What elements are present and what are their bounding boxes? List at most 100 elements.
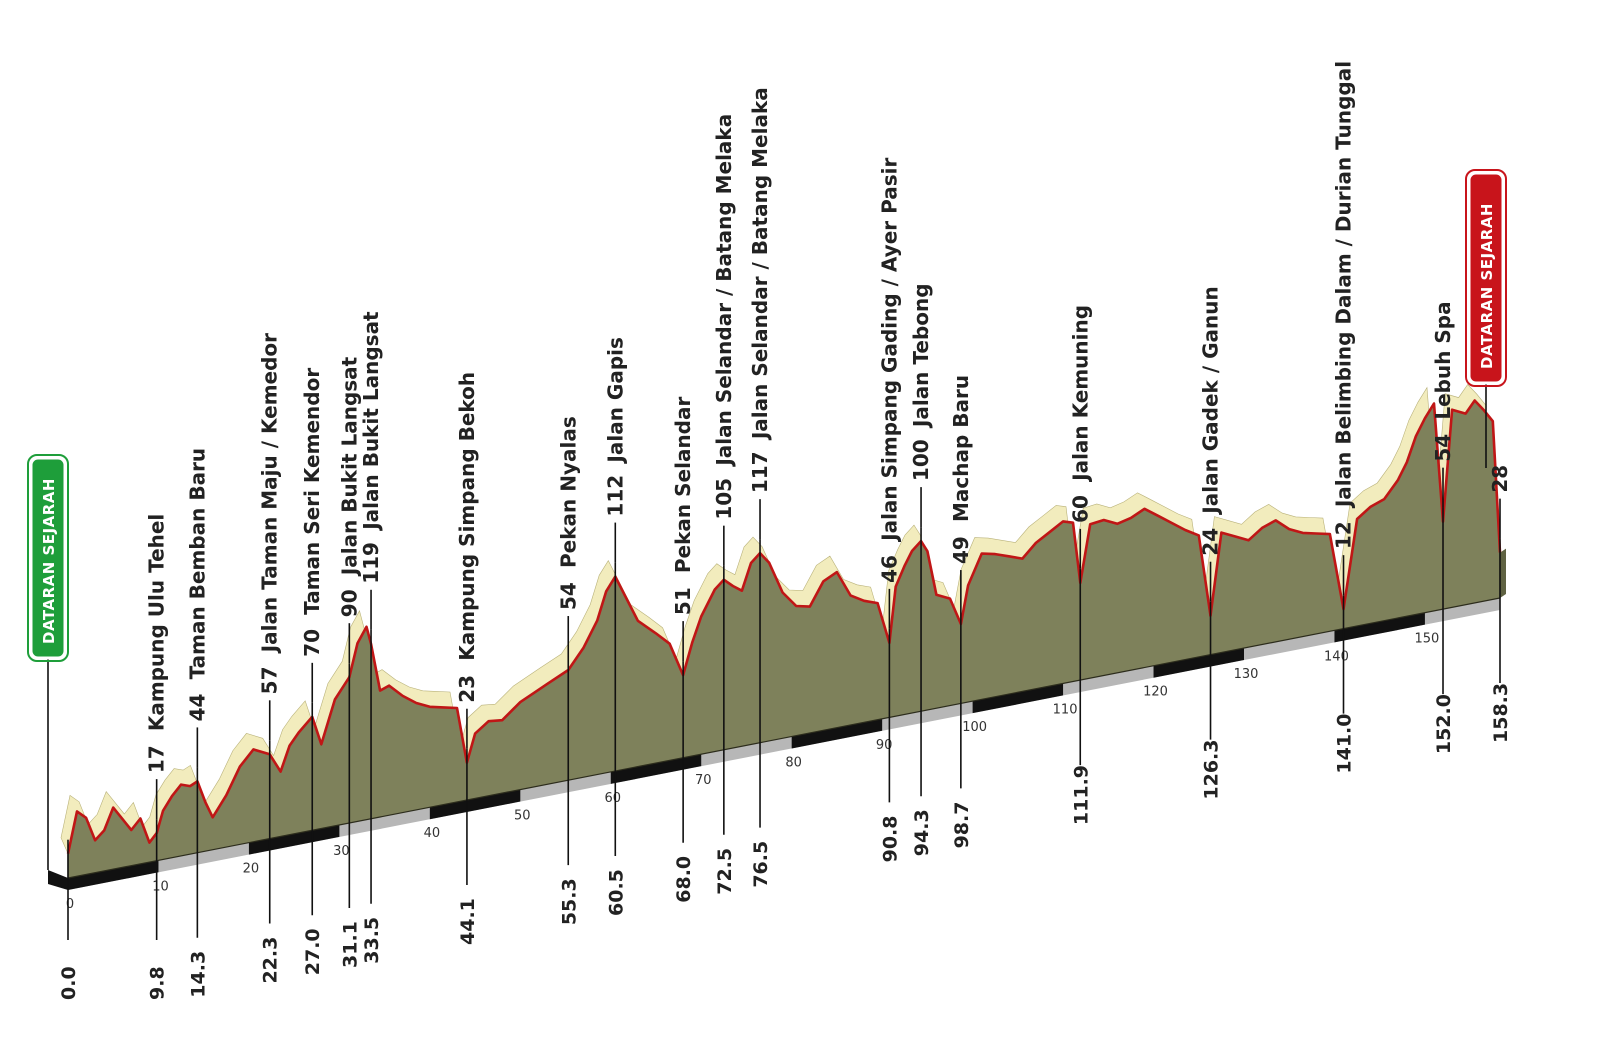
km-label: 68.0 bbox=[673, 856, 695, 903]
km-label: 14.3 bbox=[187, 951, 209, 998]
place-name-label: Jalan Gadek / Ganun bbox=[1199, 286, 1223, 515]
altitude-label: 60 bbox=[1068, 495, 1092, 523]
road-band bbox=[68, 598, 1500, 890]
km-label: 31.1 bbox=[339, 921, 361, 968]
altitude-label: 119 bbox=[359, 542, 383, 584]
tick-label: 150 bbox=[1415, 632, 1440, 647]
km-label: 55.3 bbox=[558, 878, 580, 925]
tick-label: 100 bbox=[962, 720, 987, 735]
place-name-label: Jalan Gapis bbox=[603, 337, 627, 464]
road-start-cap bbox=[48, 870, 68, 890]
km-label: 72.5 bbox=[714, 848, 736, 895]
finish-badge-shape bbox=[1467, 171, 1505, 385]
altitude-label: 54 bbox=[556, 582, 580, 610]
km-label: 90.8 bbox=[879, 816, 901, 863]
finish-badge-label: DATARAN SEJARAH bbox=[1478, 203, 1496, 369]
road-segment-dark bbox=[68, 860, 159, 890]
km-label: 98.7 bbox=[951, 802, 973, 849]
tick-label: 130 bbox=[1234, 667, 1259, 682]
place-name-label: Jalan Taman Maju / Kemedor bbox=[258, 333, 282, 654]
place-name-label: Kampung Ulu Tehel bbox=[145, 514, 169, 731]
profile-end-cap bbox=[1500, 548, 1506, 598]
waypoint-leaders bbox=[47, 383, 1501, 940]
profile-front-face bbox=[67, 399, 1501, 879]
altitude-label: 117 bbox=[748, 451, 772, 493]
altitude-label: 23 bbox=[455, 675, 479, 703]
road-segment-dark bbox=[1153, 648, 1244, 678]
finish-badge: DATARAN SEJARAH bbox=[1465, 169, 1507, 387]
finish-badge-outline bbox=[1465, 169, 1507, 387]
tick-label: 50 bbox=[514, 809, 531, 824]
road-segment-dark bbox=[1334, 612, 1425, 643]
place-name-label: Jalan Kemuning bbox=[1068, 305, 1092, 483]
place-name-label: Jalan Tebong bbox=[909, 283, 933, 429]
km-label: 9.8 bbox=[147, 966, 169, 1000]
km-label: 141.0 bbox=[1334, 713, 1356, 773]
km-label: 0.0 bbox=[58, 966, 80, 1000]
tick-label: 90 bbox=[876, 738, 893, 753]
km-label: 44.1 bbox=[457, 898, 479, 945]
altitude-label: 28 bbox=[1488, 465, 1512, 493]
place-name-label: Jalan Bukit Langsat bbox=[359, 311, 383, 532]
place-name-label: Pekan Selandar bbox=[671, 397, 695, 574]
start-badge-outline bbox=[27, 454, 69, 662]
tick-label: 0 bbox=[66, 897, 74, 912]
altitude-label: 46 bbox=[877, 555, 901, 583]
place-name-label: Lebuh Spa bbox=[1431, 301, 1455, 419]
start-finish-badges: DATARAN SEJARAH DATARAN SEJARAH bbox=[27, 169, 1507, 662]
place-name-label: Machap Baru bbox=[949, 375, 973, 522]
place-name-label: Kampung Simpang Bekoh bbox=[455, 372, 479, 661]
altitude-label: 54 bbox=[1431, 434, 1455, 462]
km-label: 22.3 bbox=[260, 937, 282, 984]
place-name-label: Jalan Selandar / Batang Melaka bbox=[712, 114, 736, 468]
place-name-label: Jalan Bukit Langsat bbox=[337, 356, 361, 577]
km-label: 76.5 bbox=[750, 841, 772, 888]
road-segment-dark bbox=[429, 789, 521, 820]
tick-label: 60 bbox=[604, 791, 621, 806]
altitude-label: 90 bbox=[337, 589, 361, 617]
altitude-label: 51 bbox=[671, 587, 695, 615]
distance-ticks: 0 10 20 30 40 50 60 70 80 90 100 110 120 130 140 150 bbox=[66, 632, 1439, 912]
profile-base bbox=[48, 598, 1500, 890]
tick-label: 120 bbox=[1143, 685, 1168, 700]
start-badge-shape bbox=[29, 456, 67, 660]
altitude-label: 12 bbox=[1332, 521, 1356, 549]
altitude-label: 17 bbox=[145, 745, 169, 773]
km-label: 60.5 bbox=[605, 869, 627, 916]
km-label: 111.9 bbox=[1070, 765, 1092, 825]
tick-label: 10 bbox=[152, 879, 169, 894]
km-label: 33.5 bbox=[361, 917, 383, 964]
place-name-label: Jalan Belimbing Dalam / Durian Tunggal bbox=[1332, 61, 1356, 509]
road-segment-dark bbox=[610, 754, 702, 784]
road-segment-dark bbox=[248, 824, 340, 855]
road-segment-dark bbox=[791, 718, 883, 749]
tick-label: 20 bbox=[243, 862, 260, 877]
km-label: 27.0 bbox=[302, 928, 324, 975]
place-name-label: Taman Bemban Baru bbox=[185, 448, 209, 680]
tick-label: 140 bbox=[1324, 649, 1349, 664]
tick-label: 70 bbox=[695, 773, 712, 788]
tick-label: 110 bbox=[1053, 702, 1078, 717]
altitude-label: 70 bbox=[300, 629, 324, 657]
altitude-label: 105 bbox=[712, 478, 736, 520]
road-segment-dark bbox=[972, 683, 1064, 714]
km-label: 152.0 bbox=[1433, 694, 1455, 754]
place-name-label: Pekan Nyalas bbox=[556, 416, 580, 568]
start-badge-label: DATARAN SEJARAH bbox=[40, 478, 58, 644]
km-label: 126.3 bbox=[1201, 739, 1223, 799]
start-badge: DATARAN SEJARAH bbox=[27, 454, 69, 662]
tick-label: 30 bbox=[333, 844, 350, 859]
tick-label: 80 bbox=[785, 755, 802, 770]
altitude-label: 24 bbox=[1199, 528, 1223, 556]
altitude-label: 100 bbox=[909, 439, 933, 481]
waypoint-labels: 0.0 9.8 17 Kampung Ulu Tehel 14.3 44 Taman Bem… bbox=[58, 61, 1512, 1000]
altitude-label: 57 bbox=[258, 666, 282, 694]
altitude-label: 49 bbox=[949, 536, 973, 564]
km-label: 158.3 bbox=[1490, 683, 1512, 743]
altitude-label: 112 bbox=[603, 475, 627, 517]
place-name-label: Jalan Selandar / Batang Melaka bbox=[748, 87, 772, 441]
altitude-label: 44 bbox=[185, 694, 209, 722]
place-name-label: Taman Seri Kemendor bbox=[300, 368, 324, 615]
